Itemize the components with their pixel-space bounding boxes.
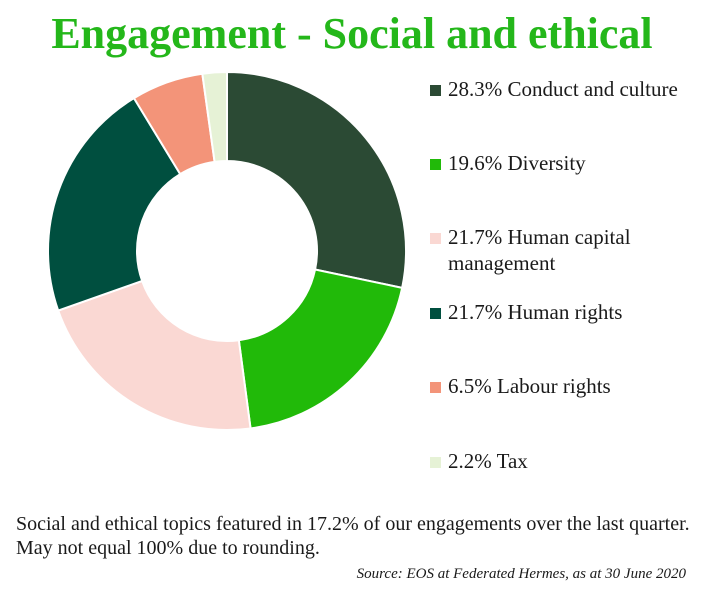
legend-swatch: [430, 382, 441, 393]
source-note: Source: EOS at Federated Hermes, as at 3…: [356, 566, 686, 582]
legend-label: 2.2% Tax: [448, 449, 528, 473]
legend-label: 28.3% Conduct and culture: [448, 77, 678, 101]
legend-label: 19.6% Diversity: [448, 151, 586, 175]
donut-slice-human-capital-management: [56, 279, 252, 431]
chart-title: Engagement - Social and ethical: [51, 9, 653, 58]
legend-item-tax: 2.2% Tax: [430, 448, 528, 474]
donut-slice-tax: [201, 70, 228, 163]
legend-item-labour-rights: 6.5% Labour rights: [430, 373, 611, 399]
legend-swatch: [430, 159, 441, 170]
legend-swatch: [430, 233, 441, 244]
legend-label: 6.5% Labour rights: [448, 374, 611, 398]
donut-slice-human-rights: [47, 96, 182, 312]
legend-label: 21.7% Human rights: [448, 300, 623, 324]
legend-swatch: [430, 457, 441, 468]
legend-item-human-capital-management: 21.7% Human capital management: [430, 224, 650, 276]
donut-slice-diversity: [237, 268, 404, 430]
footnote: Social and ethical topics featured in 17…: [16, 513, 690, 559]
legend-item-human-rights: 21.7% Human rights: [430, 299, 622, 325]
donut-slice-conduct-and-culture: [226, 70, 407, 290]
legend-item-conduct-and-culture: 28.3% Conduct and culture: [430, 76, 678, 102]
legend-item-diversity: 19.6% Diversity: [430, 150, 586, 176]
legend-swatch: [430, 308, 441, 319]
legend-label: 21.7% Human capital management: [448, 225, 631, 275]
legend-swatch: [430, 85, 441, 96]
